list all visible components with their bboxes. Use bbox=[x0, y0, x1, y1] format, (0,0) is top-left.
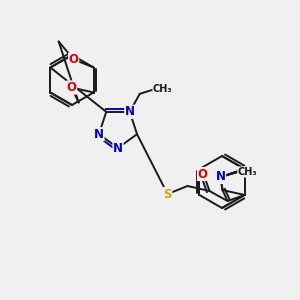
Text: N: N bbox=[125, 105, 135, 118]
Text: N: N bbox=[94, 128, 104, 141]
Text: N: N bbox=[215, 170, 226, 184]
Text: O: O bbox=[67, 81, 77, 94]
Text: O: O bbox=[69, 53, 79, 66]
Text: S: S bbox=[163, 188, 172, 200]
Text: CH₃: CH₃ bbox=[238, 167, 257, 177]
Text: O: O bbox=[197, 167, 208, 181]
Text: CH₃: CH₃ bbox=[153, 84, 172, 94]
Text: N: N bbox=[113, 142, 123, 154]
